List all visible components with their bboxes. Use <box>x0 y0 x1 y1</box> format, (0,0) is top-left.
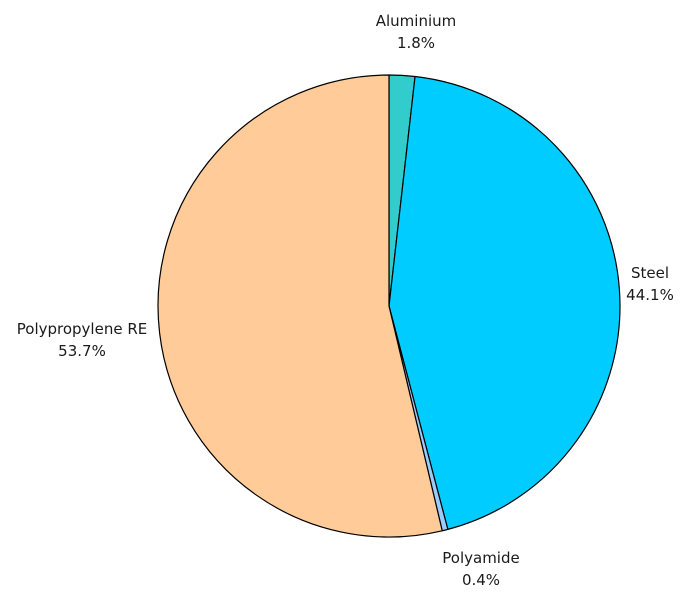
pie-slice-polypropylene-re <box>157 74 443 538</box>
slice-label-steel: Steel 44.1% <box>626 264 674 304</box>
slice-percent-steel: 44.1% <box>626 286 674 304</box>
slice-label-aluminium: Aluminium 1.8% <box>376 12 457 52</box>
pie-slice-steel <box>388 75 621 530</box>
slice-percent-polypropylene-re: 53.7% <box>58 342 106 360</box>
slice-name-polyamide: Polyamide <box>442 549 519 567</box>
slice-label-polypropylene-re: Polypropylene RE 53.7% <box>17 320 147 360</box>
slice-percent-aluminium: 1.8% <box>397 34 435 52</box>
slice-percent-polyamide: 0.4% <box>462 571 500 589</box>
slices-layer <box>157 74 621 538</box>
slice-name-polypropylene-re: Polypropylene RE <box>17 320 147 338</box>
slice-name-aluminium: Aluminium <box>376 12 457 30</box>
slice-label-polyamide: Polyamide 0.4% <box>442 549 519 589</box>
slice-name-steel: Steel <box>631 264 669 282</box>
labels-layer: Aluminium1.8%Steel44.1%Polyamide0.4%Poly… <box>17 12 674 589</box>
